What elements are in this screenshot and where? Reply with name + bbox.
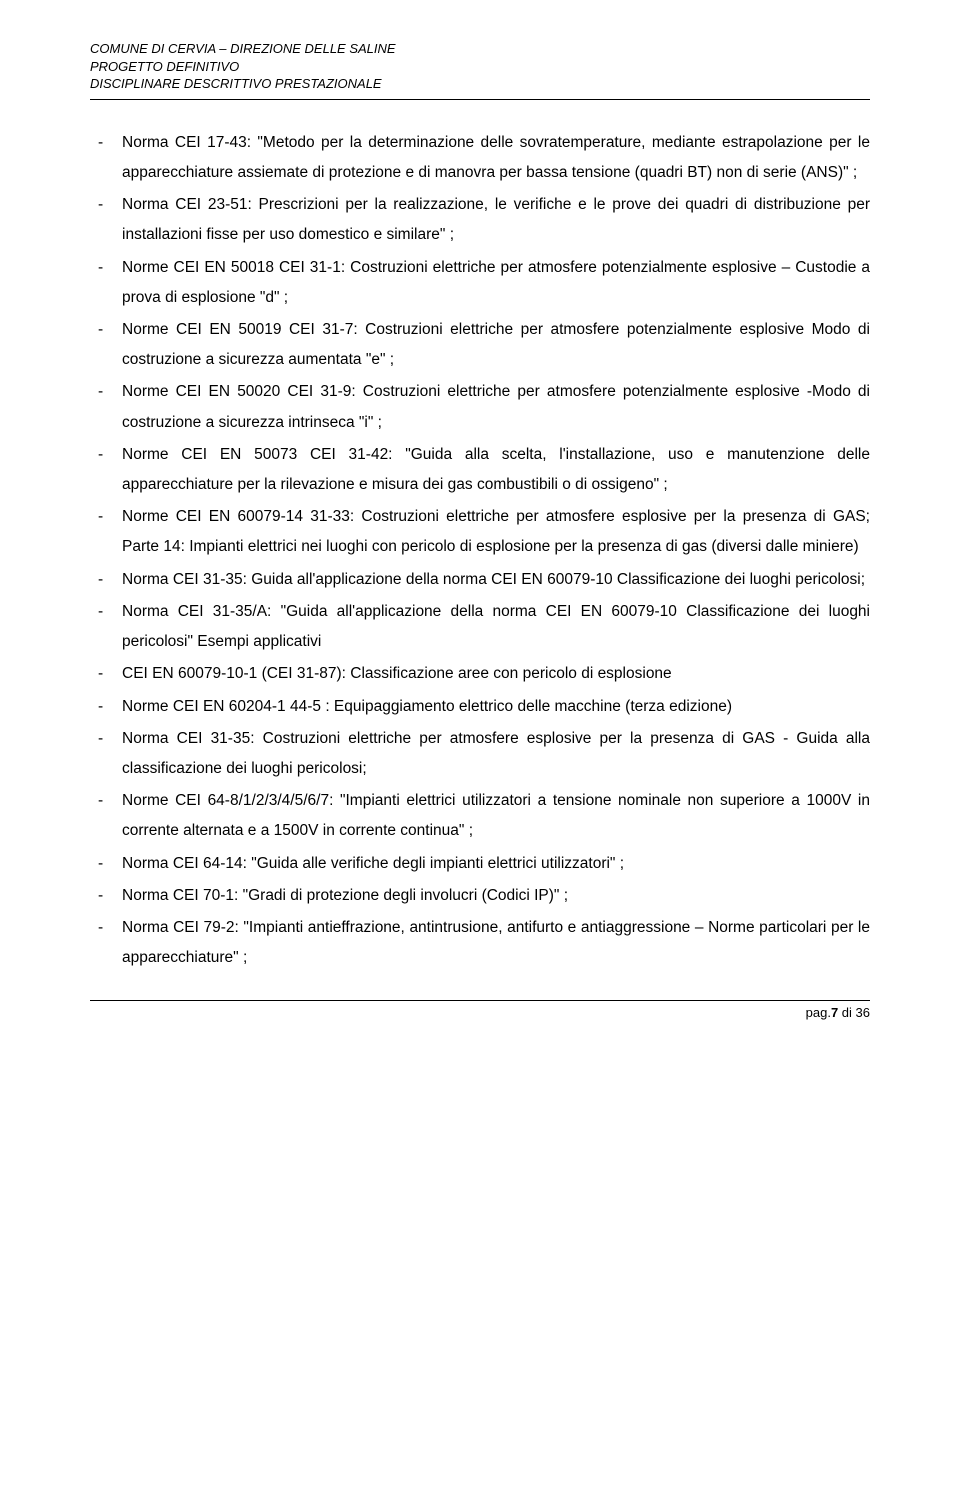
- page-prefix: pag.: [806, 1005, 831, 1020]
- list-item: Norme CEI EN 60079-14 31-33: Costruzioni…: [90, 502, 870, 562]
- list-item: Norma CEI 64-14: "Guida alle verifiche d…: [90, 849, 870, 879]
- list-item: Norma CEI 17-43: "Metodo per la determin…: [90, 128, 870, 188]
- list-item: Norma CEI 31-35/A: "Guida all'applicazio…: [90, 597, 870, 657]
- norms-list: Norma CEI 17-43: "Metodo per la determin…: [90, 128, 870, 974]
- page-footer: pag.7 di 36: [90, 1005, 870, 1020]
- list-item: Norme CEI 64-8/1/2/3/4/5/6/7: "Impianti …: [90, 786, 870, 846]
- list-item: Norma CEI 79-2: "Impianti antieffrazione…: [90, 913, 870, 973]
- header-line-3: DISCIPLINARE DESCRITTIVO PRESTAZIONALE: [90, 75, 870, 93]
- list-item: Norme CEI EN 50020 CEI 31-9: Costruzioni…: [90, 377, 870, 437]
- document-body: Norma CEI 17-43: "Metodo per la determin…: [90, 128, 870, 974]
- list-item: Norma CEI 23-51: Prescrizioni per la rea…: [90, 190, 870, 250]
- document-header: COMUNE DI CERVIA – DIREZIONE DELLE SALIN…: [90, 40, 870, 93]
- list-item: Norme CEI EN 60204-1 44-5 : Equipaggiame…: [90, 692, 870, 722]
- header-divider: [90, 99, 870, 100]
- document-page: COMUNE DI CERVIA – DIREZIONE DELLE SALIN…: [0, 0, 960, 1497]
- list-item: Norma CEI 31-35: Costruzioni elettriche …: [90, 724, 870, 784]
- list-item: Norme CEI EN 50019 CEI 31-7: Costruzioni…: [90, 315, 870, 375]
- list-item: Norma CEI 31-35: Guida all'applicazione …: [90, 565, 870, 595]
- header-line-2: PROGETTO DEFINITIVO: [90, 58, 870, 76]
- page-suffix: di 36: [838, 1005, 870, 1020]
- list-item: Norme CEI EN 50073 CEI 31-42: "Guida all…: [90, 440, 870, 500]
- list-item: Norme CEI EN 50018 CEI 31-1: Costruzioni…: [90, 253, 870, 313]
- footer-divider: [90, 1000, 870, 1001]
- header-line-1: COMUNE DI CERVIA – DIREZIONE DELLE SALIN…: [90, 40, 870, 58]
- list-item: Norma CEI 70-1: "Gradi di protezione deg…: [90, 881, 870, 911]
- list-item: CEI EN 60079-10-1 (CEI 31-87): Classific…: [90, 659, 870, 689]
